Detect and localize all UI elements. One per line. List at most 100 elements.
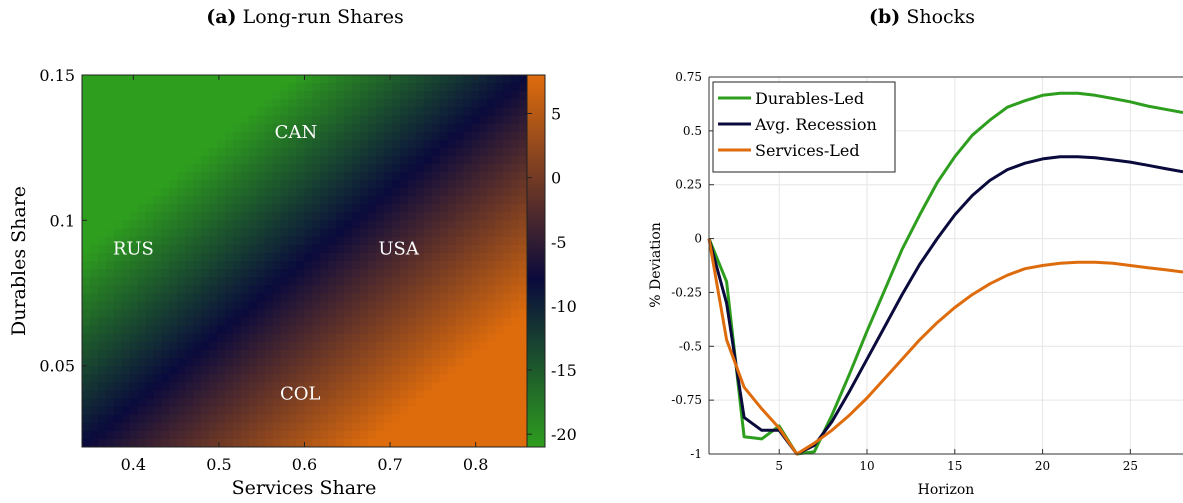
heatmap-cell	[193, 382, 202, 391]
heatmap-cell	[169, 366, 178, 375]
heatmap-cell	[439, 414, 449, 424]
heatmap-cell	[503, 155, 512, 165]
heatmap-cell	[272, 317, 282, 327]
heatmap-cell	[201, 317, 210, 327]
heatmap-cell	[368, 131, 377, 141]
heatmap-cell	[336, 91, 345, 100]
heatmap-cell	[399, 341, 409, 351]
heatmap-cell	[463, 438, 472, 447]
heatmap-cell	[145, 131, 155, 141]
heatmap-cell	[391, 390, 401, 400]
heatmap-cell	[264, 358, 274, 367]
heatmap-cell	[97, 422, 107, 432]
heatmap-cell	[447, 301, 457, 311]
heatmap-cell	[153, 333, 163, 343]
heatmap-cell	[431, 333, 441, 343]
heatmap-cell	[423, 382, 433, 391]
heatmap-cell	[185, 277, 194, 286]
heatmap-cell	[471, 422, 480, 432]
heatmap-cell	[503, 398, 512, 408]
heatmap-cell	[352, 115, 361, 125]
heatmap-cell	[161, 180, 171, 189]
heatmap-cell	[97, 75, 107, 84]
heatmap-cell	[161, 163, 171, 173]
heatmap-cell	[391, 293, 401, 303]
heatmap-cell	[336, 317, 345, 327]
heatmap-cell	[256, 285, 266, 294]
heatmap-cell	[177, 196, 186, 205]
heatmap-cell	[145, 325, 155, 335]
heatmap-cell	[256, 236, 266, 246]
heatmap-cell	[296, 341, 306, 351]
heatmap-cell	[479, 155, 488, 165]
heatmap-cell	[121, 163, 131, 173]
heatmap-cell	[487, 163, 496, 173]
heatmap-cell	[376, 414, 385, 424]
heatmap-cell	[376, 325, 385, 335]
heatmap-y-tick-label: 0.15	[39, 66, 75, 85]
heatmap-cell	[511, 285, 520, 294]
heatmap-cell	[272, 91, 282, 100]
panel-a-label: (a)	[206, 6, 236, 28]
heatmap-cell	[391, 172, 401, 181]
heatmap-cell	[209, 196, 218, 205]
heatmap-cell	[368, 123, 377, 133]
heatmap-cell	[463, 75, 472, 84]
heatmap-cell	[280, 139, 290, 149]
heatmap-cell	[97, 398, 107, 408]
heatmap-cell	[240, 414, 250, 424]
heatmap-cell	[145, 317, 155, 327]
heatmap-cell	[431, 236, 441, 246]
heatmap-cell	[193, 277, 202, 286]
heatmap-cell	[415, 358, 425, 367]
heatmap-cell	[264, 390, 274, 400]
heatmap-cell	[161, 212, 171, 222]
heatmap-cell	[137, 269, 147, 278]
heatmap-cell	[503, 422, 512, 432]
heatmap-cell	[352, 285, 361, 294]
heatmap-cell	[82, 131, 91, 141]
heatmap-cell	[519, 430, 527, 440]
heatmap-cell	[376, 244, 385, 254]
heatmap-cell	[479, 325, 488, 335]
heatmap-cell	[415, 422, 425, 432]
heatmap-cell	[193, 422, 202, 432]
heatmap-cell	[177, 131, 186, 141]
heatmap-cell	[399, 180, 409, 189]
heatmap-cell	[407, 325, 417, 335]
heatmap-cell	[328, 374, 337, 383]
heatmap-cell	[304, 204, 314, 214]
heatmap-cell	[129, 99, 139, 108]
heatmap-cell	[519, 107, 527, 117]
heatmap-cell	[328, 244, 337, 254]
heatmap-cell	[407, 309, 417, 319]
heatmap-cell	[471, 115, 480, 125]
heatmap-cell	[137, 75, 147, 84]
heatmap-cell	[217, 341, 226, 351]
heatmap-cell	[264, 366, 274, 375]
heatmap-cell	[121, 390, 131, 400]
heatmap-cell	[471, 390, 480, 400]
heatmap-cell	[113, 188, 123, 197]
heatmap-cell	[328, 309, 337, 319]
heatmap-cell	[225, 147, 234, 157]
heatmap-cell	[320, 390, 329, 400]
heatmap-cell	[455, 123, 465, 133]
heatmap-cell	[360, 341, 369, 351]
heatmap-cell	[479, 123, 488, 133]
heatmap-cell	[248, 382, 258, 391]
heatmap-cell	[439, 204, 449, 214]
heatmap-cell	[145, 414, 155, 424]
heatmap-cell	[463, 115, 472, 125]
heatmap-cell	[272, 99, 282, 108]
heatmap-cell	[304, 349, 314, 359]
heatmap-cell	[376, 317, 385, 327]
heatmap-cell	[209, 325, 218, 335]
heatmap-cell	[431, 115, 441, 125]
heatmap-cell	[153, 228, 163, 238]
heatmap-cell	[415, 115, 425, 125]
heatmap-cell	[129, 204, 139, 214]
heatmap-cell	[145, 244, 155, 254]
heatmap-cell	[153, 163, 163, 173]
